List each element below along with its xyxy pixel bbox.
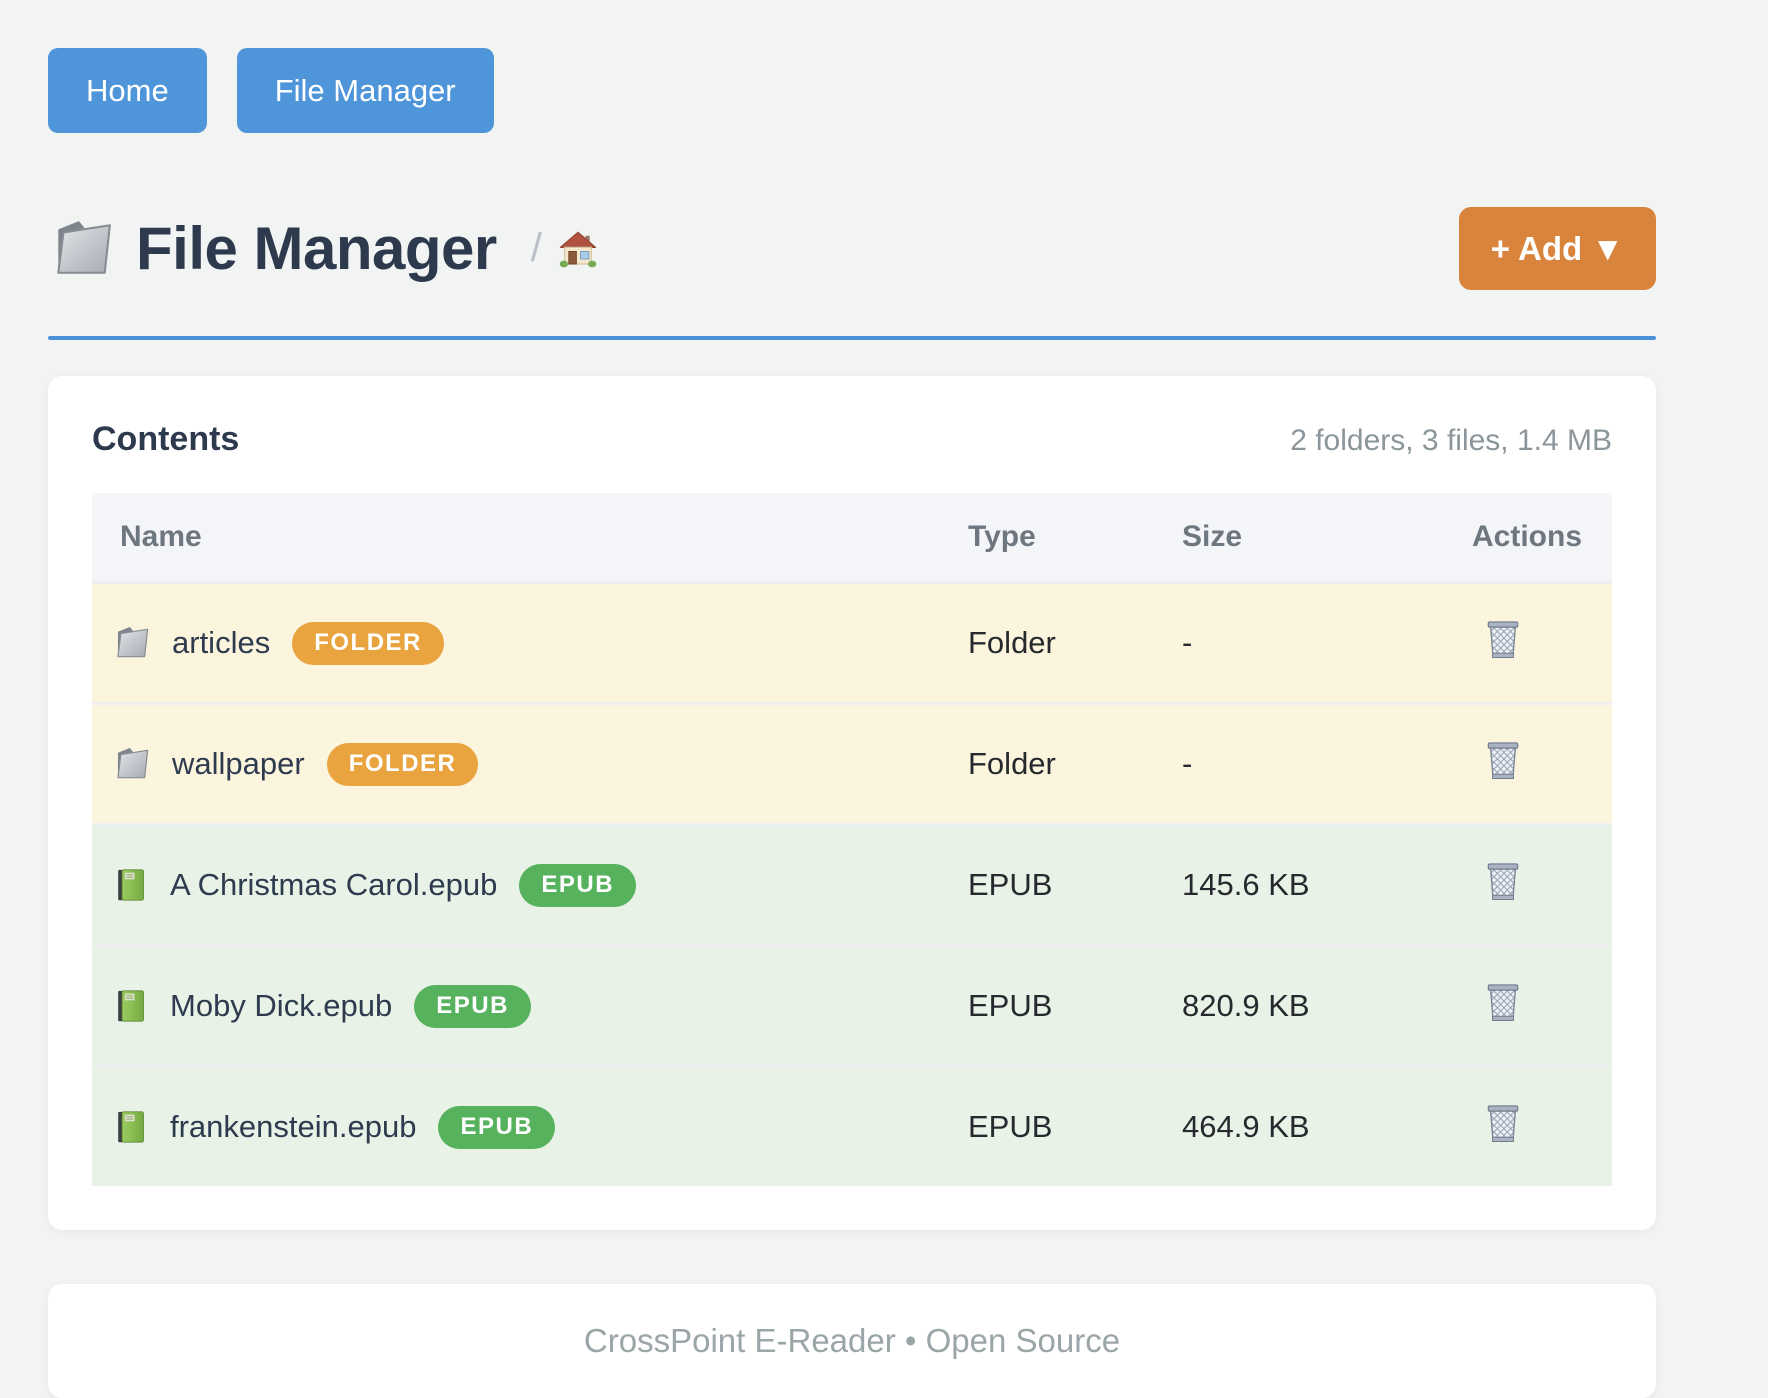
footer: CrossPoint E-Reader • Open Source <box>48 1284 1656 1398</box>
house-icon[interactable] <box>558 229 598 269</box>
table-row[interactable]: frankenstein.epub EPUB EPUB 464.9 KB <box>92 1066 1612 1186</box>
table-header-row: Name Type Size Actions <box>92 493 1612 583</box>
type-cell: EPUB <box>968 988 1053 1023</box>
file-manager-nav-button[interactable]: File Manager <box>236 48 494 133</box>
column-header-size: Size <box>1182 493 1472 583</box>
column-header-type: Type <box>968 493 1182 583</box>
column-header-actions: Actions <box>1472 493 1612 583</box>
contents-card: Contents 2 folders, 3 files, 1.4 MB Name… <box>48 376 1656 1230</box>
page-header: File Manager / + Add ▼ <box>48 207 1656 290</box>
type-cell: EPUB <box>968 867 1053 902</box>
contents-summary: 2 folders, 3 files, 1.4 MB <box>1290 424 1612 457</box>
trash-icon <box>1487 1105 1519 1143</box>
breadcrumb-separator: / <box>530 226 542 270</box>
trash-icon <box>1487 863 1519 901</box>
folder-icon <box>112 746 150 782</box>
type-cell: Folder <box>968 746 1056 781</box>
file-name[interactable]: A Christmas Carol.epub <box>170 867 498 902</box>
size-cell: - <box>1182 746 1193 781</box>
top-nav: Home File Manager <box>48 48 1656 133</box>
home-nav-button[interactable]: Home <box>48 48 207 133</box>
size-cell: - <box>1182 625 1193 660</box>
size-cell: 145.6 KB <box>1182 867 1310 902</box>
type-cell: Folder <box>968 625 1056 660</box>
file-name[interactable]: Moby Dick.epub <box>170 988 393 1023</box>
size-cell: 464.9 KB <box>1182 1109 1310 1144</box>
book-icon <box>112 866 148 904</box>
title-divider <box>48 336 1656 340</box>
delete-button[interactable] <box>1484 739 1522 781</box>
footer-text: CrossPoint E-Reader • Open Source <box>583 1322 1121 1359</box>
book-icon <box>112 1108 148 1146</box>
trash-icon <box>1487 621 1519 659</box>
title-group: File Manager / <box>48 214 598 283</box>
type-badge: EPUB <box>414 984 531 1028</box>
table-row[interactable]: Moby Dick.epub EPUB EPUB 820.9 KB <box>92 945 1612 1067</box>
page: Home File Manager File Manager / <box>48 0 1656 1398</box>
table-row[interactable]: A Christmas Carol.epub EPUB EPUB 145.6 K… <box>92 824 1612 946</box>
type-badge: FOLDER <box>292 621 444 665</box>
delete-button[interactable] <box>1484 860 1522 902</box>
delete-button[interactable] <box>1484 1102 1522 1144</box>
table-row[interactable]: wallpaper FOLDER Folder - <box>92 703 1612 825</box>
trash-icon <box>1487 742 1519 780</box>
type-badge: EPUB <box>438 1105 556 1149</box>
add-button[interactable]: + Add ▼ <box>1458 207 1656 290</box>
type-badge: EPUB <box>519 863 637 907</box>
type-badge: FOLDER <box>326 742 479 786</box>
folder-icon <box>112 625 150 661</box>
file-name[interactable]: frankenstein.epub <box>170 1109 417 1144</box>
delete-button[interactable] <box>1484 981 1522 1023</box>
table-row[interactable]: articles FOLDER Folder - <box>92 582 1612 704</box>
size-cell: 820.9 KB <box>1182 988 1310 1023</box>
file-table: Name Type Size Actions articles FOLDER F… <box>92 493 1612 1186</box>
book-icon <box>112 987 148 1025</box>
file-name[interactable]: articles <box>172 625 271 660</box>
file-name[interactable]: wallpaper <box>172 746 305 781</box>
contents-title: Contents <box>92 420 240 458</box>
delete-button[interactable] <box>1484 618 1522 660</box>
trash-icon <box>1487 984 1519 1022</box>
folder-icon <box>48 218 114 280</box>
column-header-name: Name <box>92 493 968 583</box>
page-title: File Manager <box>136 215 497 282</box>
type-cell: EPUB <box>968 1109 1053 1144</box>
